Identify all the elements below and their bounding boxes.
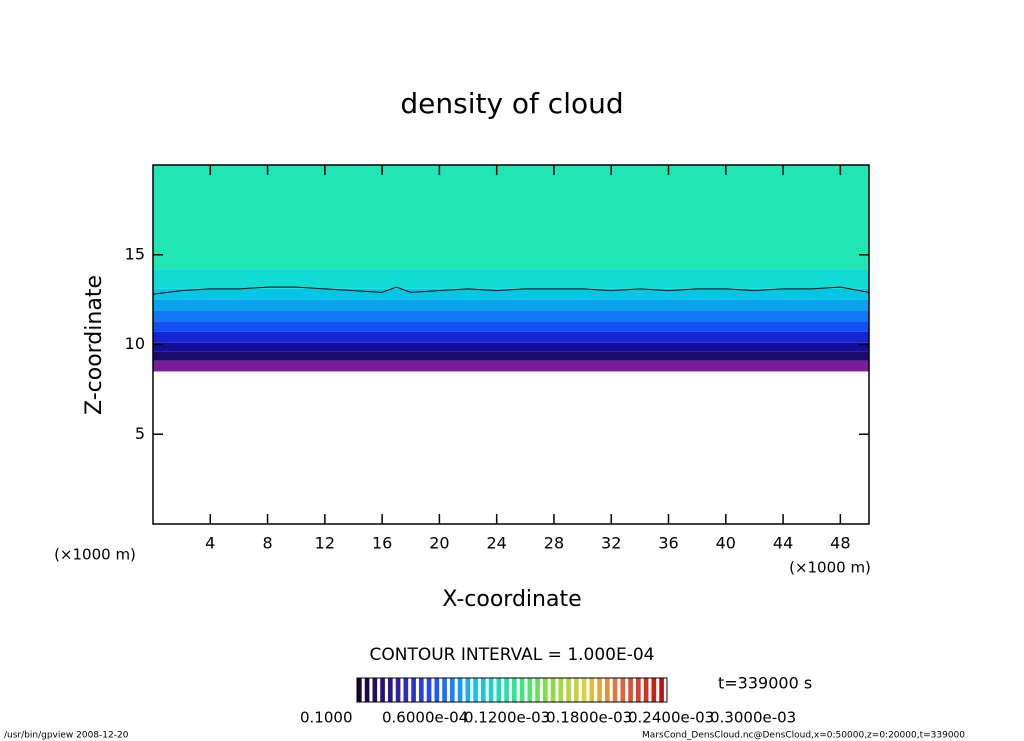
colorbar-cell — [659, 678, 664, 702]
colorbar-cell — [496, 678, 502, 702]
colorbar-cell — [357, 678, 362, 702]
x-tick-label: 16 — [372, 534, 392, 553]
contour-band — [153, 288, 869, 300]
y-axis-label: Z-coordinate — [82, 275, 107, 415]
colorbar-label: 0.1800e-03 — [546, 709, 632, 727]
contour-band — [153, 299, 869, 311]
colorbar-cell — [426, 678, 432, 702]
colorbar-cell — [643, 678, 649, 702]
x-tick-label: 36 — [658, 534, 678, 553]
contour-band — [153, 321, 869, 332]
colorbar-cell — [465, 678, 471, 702]
x-tick-label: 4 — [205, 534, 215, 553]
colorbar-cell — [550, 678, 556, 702]
colorbar-cell — [636, 678, 641, 702]
contour-band — [153, 342, 869, 352]
colorbar-cell — [597, 678, 602, 702]
x-tick-label: 12 — [315, 534, 335, 553]
x-axis-label: X-coordinate — [442, 587, 581, 612]
colorbar-frame — [356, 677, 668, 703]
colorbar-cell — [628, 678, 633, 702]
contour-band — [153, 331, 869, 343]
colorbar-cell — [605, 678, 610, 702]
colorbar-label: 0.3000e-03 — [710, 709, 796, 727]
colorbar-cell — [651, 678, 657, 702]
colorbar-cell — [581, 678, 587, 702]
colorbar-cell — [620, 678, 626, 702]
contour-line — [152, 286, 870, 295]
colorbar-cell — [372, 678, 378, 702]
footer: MarsCond_DensCloud.nc@DensCloud,x=0:5000… — [642, 731, 965, 741]
y-tick-label: 5 — [135, 424, 145, 443]
contour-band — [153, 351, 869, 361]
colorbar-cell — [527, 678, 533, 702]
colorbar-cell — [388, 678, 393, 702]
colorbar-cell — [450, 678, 455, 702]
colorbar-label: 0.2400e-03 — [628, 709, 714, 727]
x-unit: (×1000 m) — [789, 559, 871, 577]
colorbar-cell — [364, 678, 370, 702]
colorbar-cell — [434, 678, 440, 702]
colorbar-cell — [488, 678, 494, 702]
contour-band — [153, 310, 869, 322]
y-tick-label: 15 — [125, 244, 145, 263]
colorbar-cell — [519, 678, 525, 702]
colorbar-cell — [574, 678, 579, 702]
colorbar-cell — [504, 678, 509, 702]
colorbar-cell — [411, 678, 416, 702]
colorbar-cell — [566, 678, 571, 702]
colorbar-cell — [442, 678, 447, 702]
colorbar-cell — [589, 678, 595, 702]
x-unit: (×1000 m) — [54, 546, 136, 564]
colorbar-cell — [419, 678, 424, 702]
colorbar-cell — [535, 678, 540, 702]
x-tick-label: 32 — [601, 534, 621, 553]
chart-title: density of cloud — [400, 87, 623, 120]
x-tick-label: 8 — [262, 534, 272, 553]
colorbar-cell — [481, 678, 486, 702]
colorbar-cell — [457, 678, 463, 702]
y-tick-label: 10 — [125, 334, 145, 353]
contour-interval: CONTOUR INTERVAL = 1.000E-04 — [370, 645, 655, 665]
x-tick-label: 20 — [429, 534, 449, 553]
x-tick-label: 48 — [830, 534, 850, 553]
colorbar-cell — [473, 678, 478, 702]
colorbar-cell — [543, 678, 548, 702]
colorbar-label: 0.6000e-04 — [382, 709, 468, 727]
colorbar-label: 0.1000 — [300, 709, 353, 727]
colorbar-cell — [558, 678, 564, 702]
colorbar-cell — [380, 678, 385, 702]
x-tick-label: 44 — [773, 534, 793, 553]
contour-band — [153, 269, 869, 289]
footer: /usr/bin/gpview 2008-12-20 — [4, 731, 129, 741]
contour-band — [153, 360, 869, 372]
colorbar-cell — [512, 678, 517, 702]
x-tick-label: 24 — [487, 534, 507, 553]
time-label: t=339000 s — [718, 674, 812, 693]
colorbar-cell — [612, 678, 618, 702]
x-tick-label: 28 — [544, 534, 564, 553]
contour-band — [153, 165, 869, 270]
colorbar-cell — [395, 678, 401, 702]
x-tick-label: 40 — [716, 534, 736, 553]
colorbar-cell — [403, 678, 409, 702]
colorbar-label: 0.1200e-03 — [464, 709, 550, 727]
